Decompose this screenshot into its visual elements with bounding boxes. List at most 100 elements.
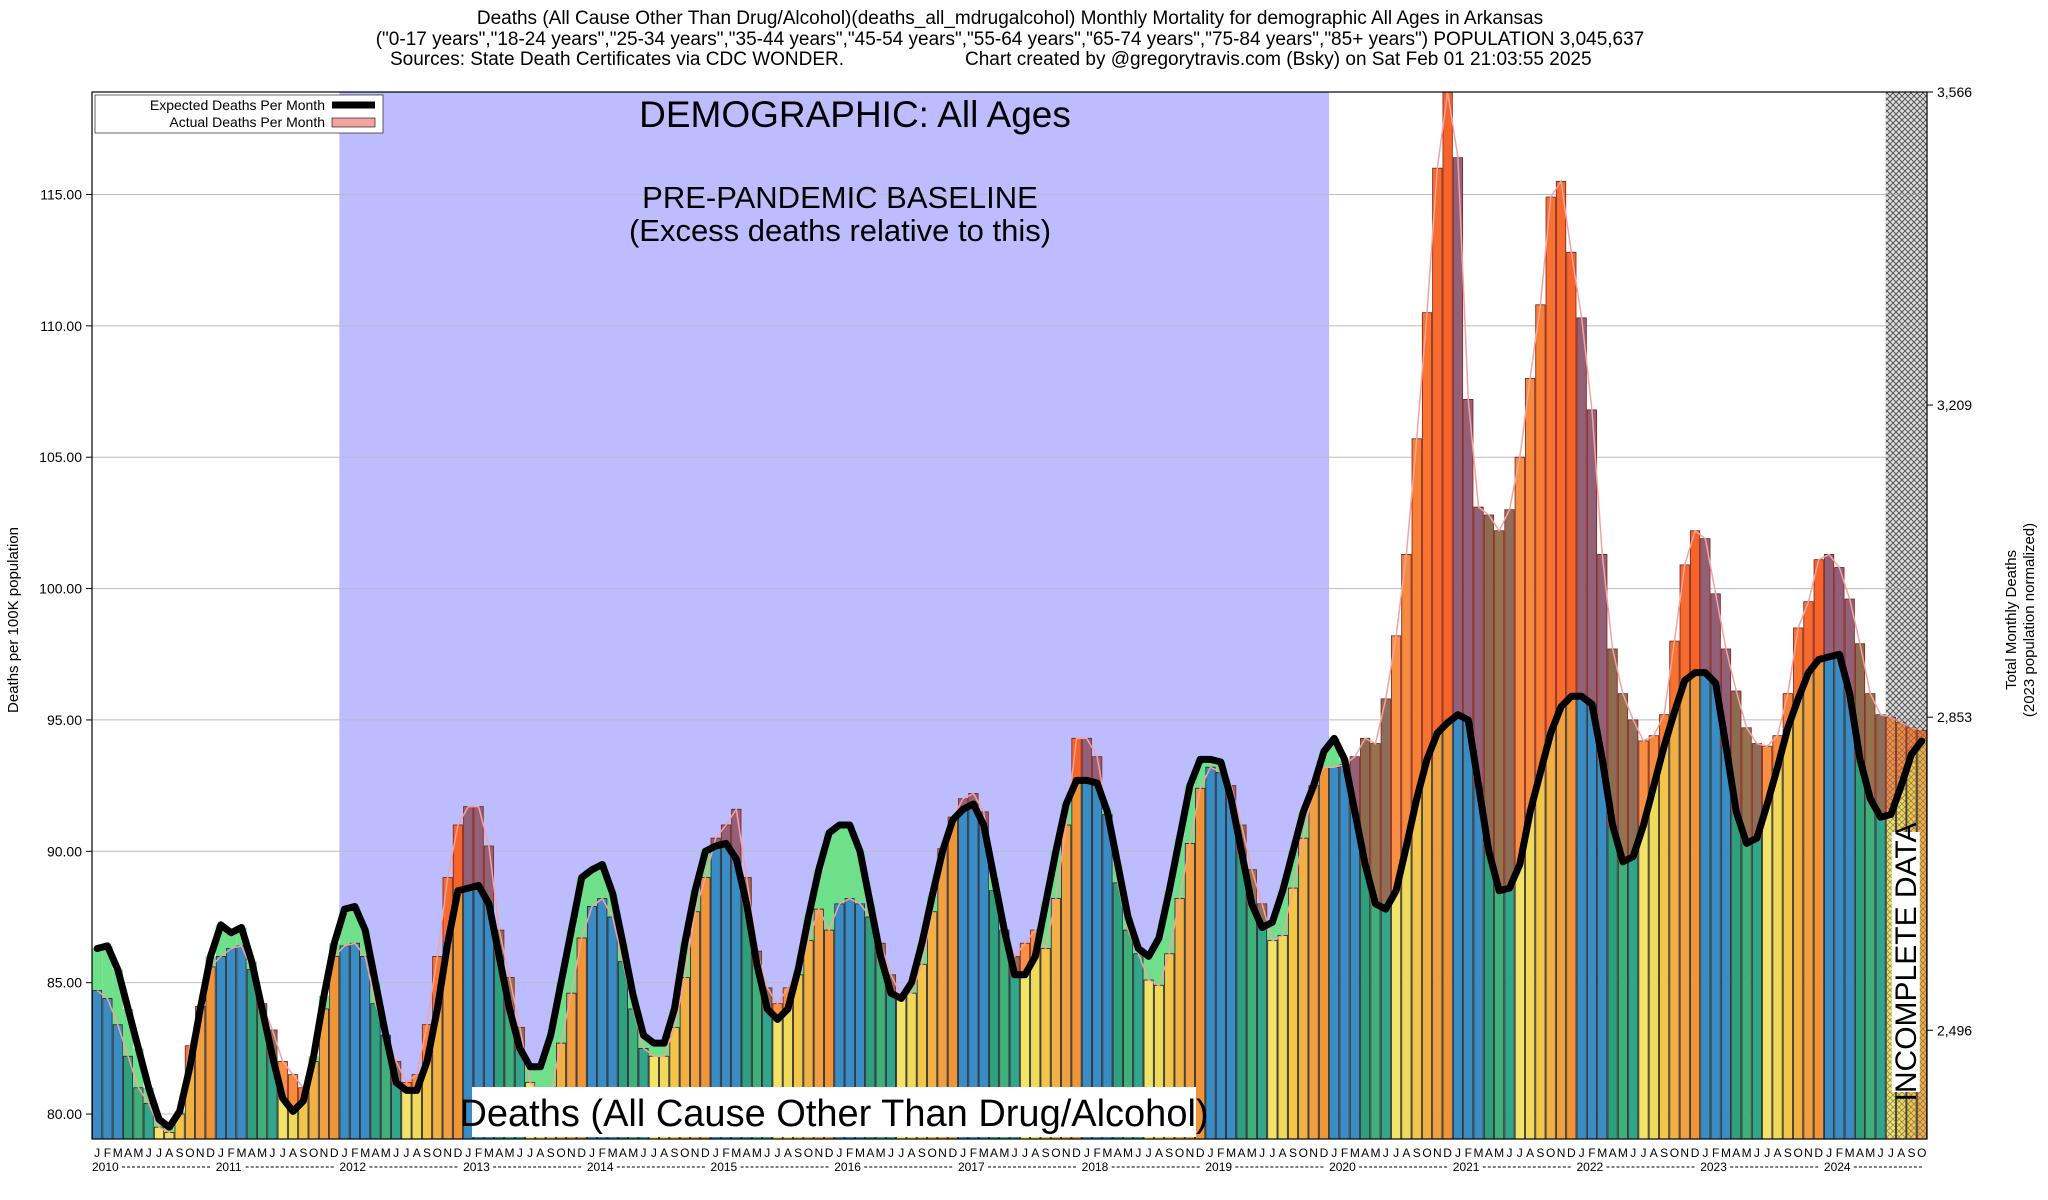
y2-tick-label: 2,496 [1937, 1022, 1972, 1038]
excess-area [1710, 593, 1721, 684]
x-tick-label: F [599, 1146, 606, 1160]
excess-area [1380, 698, 1391, 910]
annotation: INCOMPLETE DATA [1890, 823, 1923, 1102]
x-tick-label: J [1641, 1146, 1647, 1160]
bar [1339, 764, 1350, 1140]
excess-area [1772, 735, 1783, 768]
x-tick-label: M [1845, 1146, 1855, 1160]
deficit-area [1143, 956, 1154, 981]
bar [1226, 785, 1237, 1140]
x-tick-label: M [236, 1146, 246, 1160]
deficit-area [566, 930, 577, 994]
x-tick-label: D [701, 1146, 710, 1160]
x-tick-label: S [918, 1146, 926, 1160]
x-tick-label: A [908, 1146, 916, 1160]
excess-area [1442, 92, 1453, 723]
legend-label: Actual Deaths Per Month [169, 114, 325, 130]
x-tick-label: M [133, 1146, 143, 1160]
x-tick-label: S [794, 1146, 802, 1160]
excess-area [432, 956, 443, 1009]
y-tick-label: 100.00 [39, 581, 82, 597]
x-tick-label: M [1618, 1146, 1628, 1160]
x-tick-label: J [775, 1146, 781, 1160]
x-tick-label: S [299, 1146, 307, 1160]
excess-area [1731, 691, 1742, 812]
x-tick-label: A [619, 1146, 627, 1160]
excess-area [1638, 740, 1649, 826]
x-tick-label: M [484, 1146, 494, 1160]
x-tick-label: F [722, 1146, 729, 1160]
deficit-area [535, 1066, 546, 1094]
bar [1215, 772, 1226, 1140]
bar [133, 1087, 144, 1140]
x-tick-label: F [1341, 1146, 1348, 1160]
x-tick-label: M [1721, 1146, 1731, 1160]
deficit-area [854, 851, 866, 904]
deficit-area [133, 1048, 144, 1088]
x-tick-label: A [1856, 1146, 1864, 1160]
x-tick-label: N [1186, 1146, 1195, 1160]
deficit-area [1287, 851, 1299, 889]
x-tick-label: J [1383, 1146, 1389, 1160]
year-label: 2019 [1205, 1160, 1232, 1174]
excess-area [1607, 648, 1618, 826]
x-tick-label: J [393, 1146, 399, 1160]
excess-area [731, 809, 742, 860]
excess-area [1865, 693, 1876, 799]
bar [360, 955, 371, 1140]
x-tick-label: O [1793, 1146, 1802, 1160]
x-tick-label: S [1413, 1146, 1421, 1160]
plot-area: 80.00 85.00 90.00 95.00 100.00 105.00 110.00 11… [39, 84, 1972, 1174]
y2-axis-title: Total Monthly Deaths [2003, 550, 2020, 690]
deficit-area [1153, 938, 1165, 986]
deficit-area [102, 945, 113, 999]
excess-area [1813, 559, 1824, 660]
x-tick-label: M [855, 1146, 865, 1160]
excess-area [710, 838, 721, 847]
x-tick-label: O [928, 1146, 937, 1160]
x-tick-label: J [1579, 1146, 1585, 1160]
x-tick-label: D [1320, 1146, 1329, 1160]
y-tick-label: 115.00 [40, 186, 82, 202]
x-tick-label: N [814, 1146, 823, 1160]
x-tick-label: S [1289, 1146, 1297, 1160]
x-tick-label: M [1226, 1146, 1236, 1160]
x-tick-label: F [1217, 1146, 1224, 1160]
x-tick-label: N [320, 1146, 329, 1160]
excess-area [1452, 157, 1464, 715]
bar [226, 948, 237, 1140]
deficit-area [92, 948, 103, 991]
x-tick-label: J [836, 1146, 842, 1160]
year-label: 2022 [1576, 1160, 1603, 1174]
x-tick-label: A [990, 1146, 998, 1160]
x-tick-label: A [289, 1146, 297, 1160]
bar [1257, 903, 1268, 1140]
x-tick-label: F [104, 1146, 111, 1160]
excess-area [1803, 601, 1814, 673]
x-tick-label: D [206, 1146, 215, 1160]
x-tick-label: J [1630, 1146, 1636, 1160]
x-tick-label: A [536, 1146, 544, 1160]
bar [123, 1055, 134, 1140]
x-tick-label: A [1526, 1146, 1534, 1160]
chart-subtitle: Chart created by @gregorytravis.com (Bsk… [965, 49, 1592, 70]
excess-area [1401, 554, 1412, 847]
annotation: DEMOGRAPHIC: All Ages [639, 94, 1071, 135]
y2-tick-label: 3,209 [1937, 397, 1972, 413]
deficit-area [823, 832, 835, 931]
deficit-area [545, 1035, 556, 1094]
x-tick-label: J [898, 1146, 904, 1160]
deficit-area [339, 909, 350, 946]
excess-area [452, 825, 464, 891]
x-tick-label: A [371, 1146, 379, 1160]
year-label: 2024 [1824, 1160, 1851, 1174]
x-tick-label: F [1588, 1146, 1595, 1160]
excess-area [720, 825, 732, 844]
excess-area [1545, 197, 1556, 734]
excess-area [1463, 399, 1474, 720]
x-tick-label: J [280, 1146, 286, 1160]
x-tick-label: J [1764, 1146, 1770, 1160]
excess-area [1628, 719, 1639, 857]
x-tick-label: D [1814, 1146, 1823, 1160]
x-tick-label: M [1494, 1146, 1504, 1160]
